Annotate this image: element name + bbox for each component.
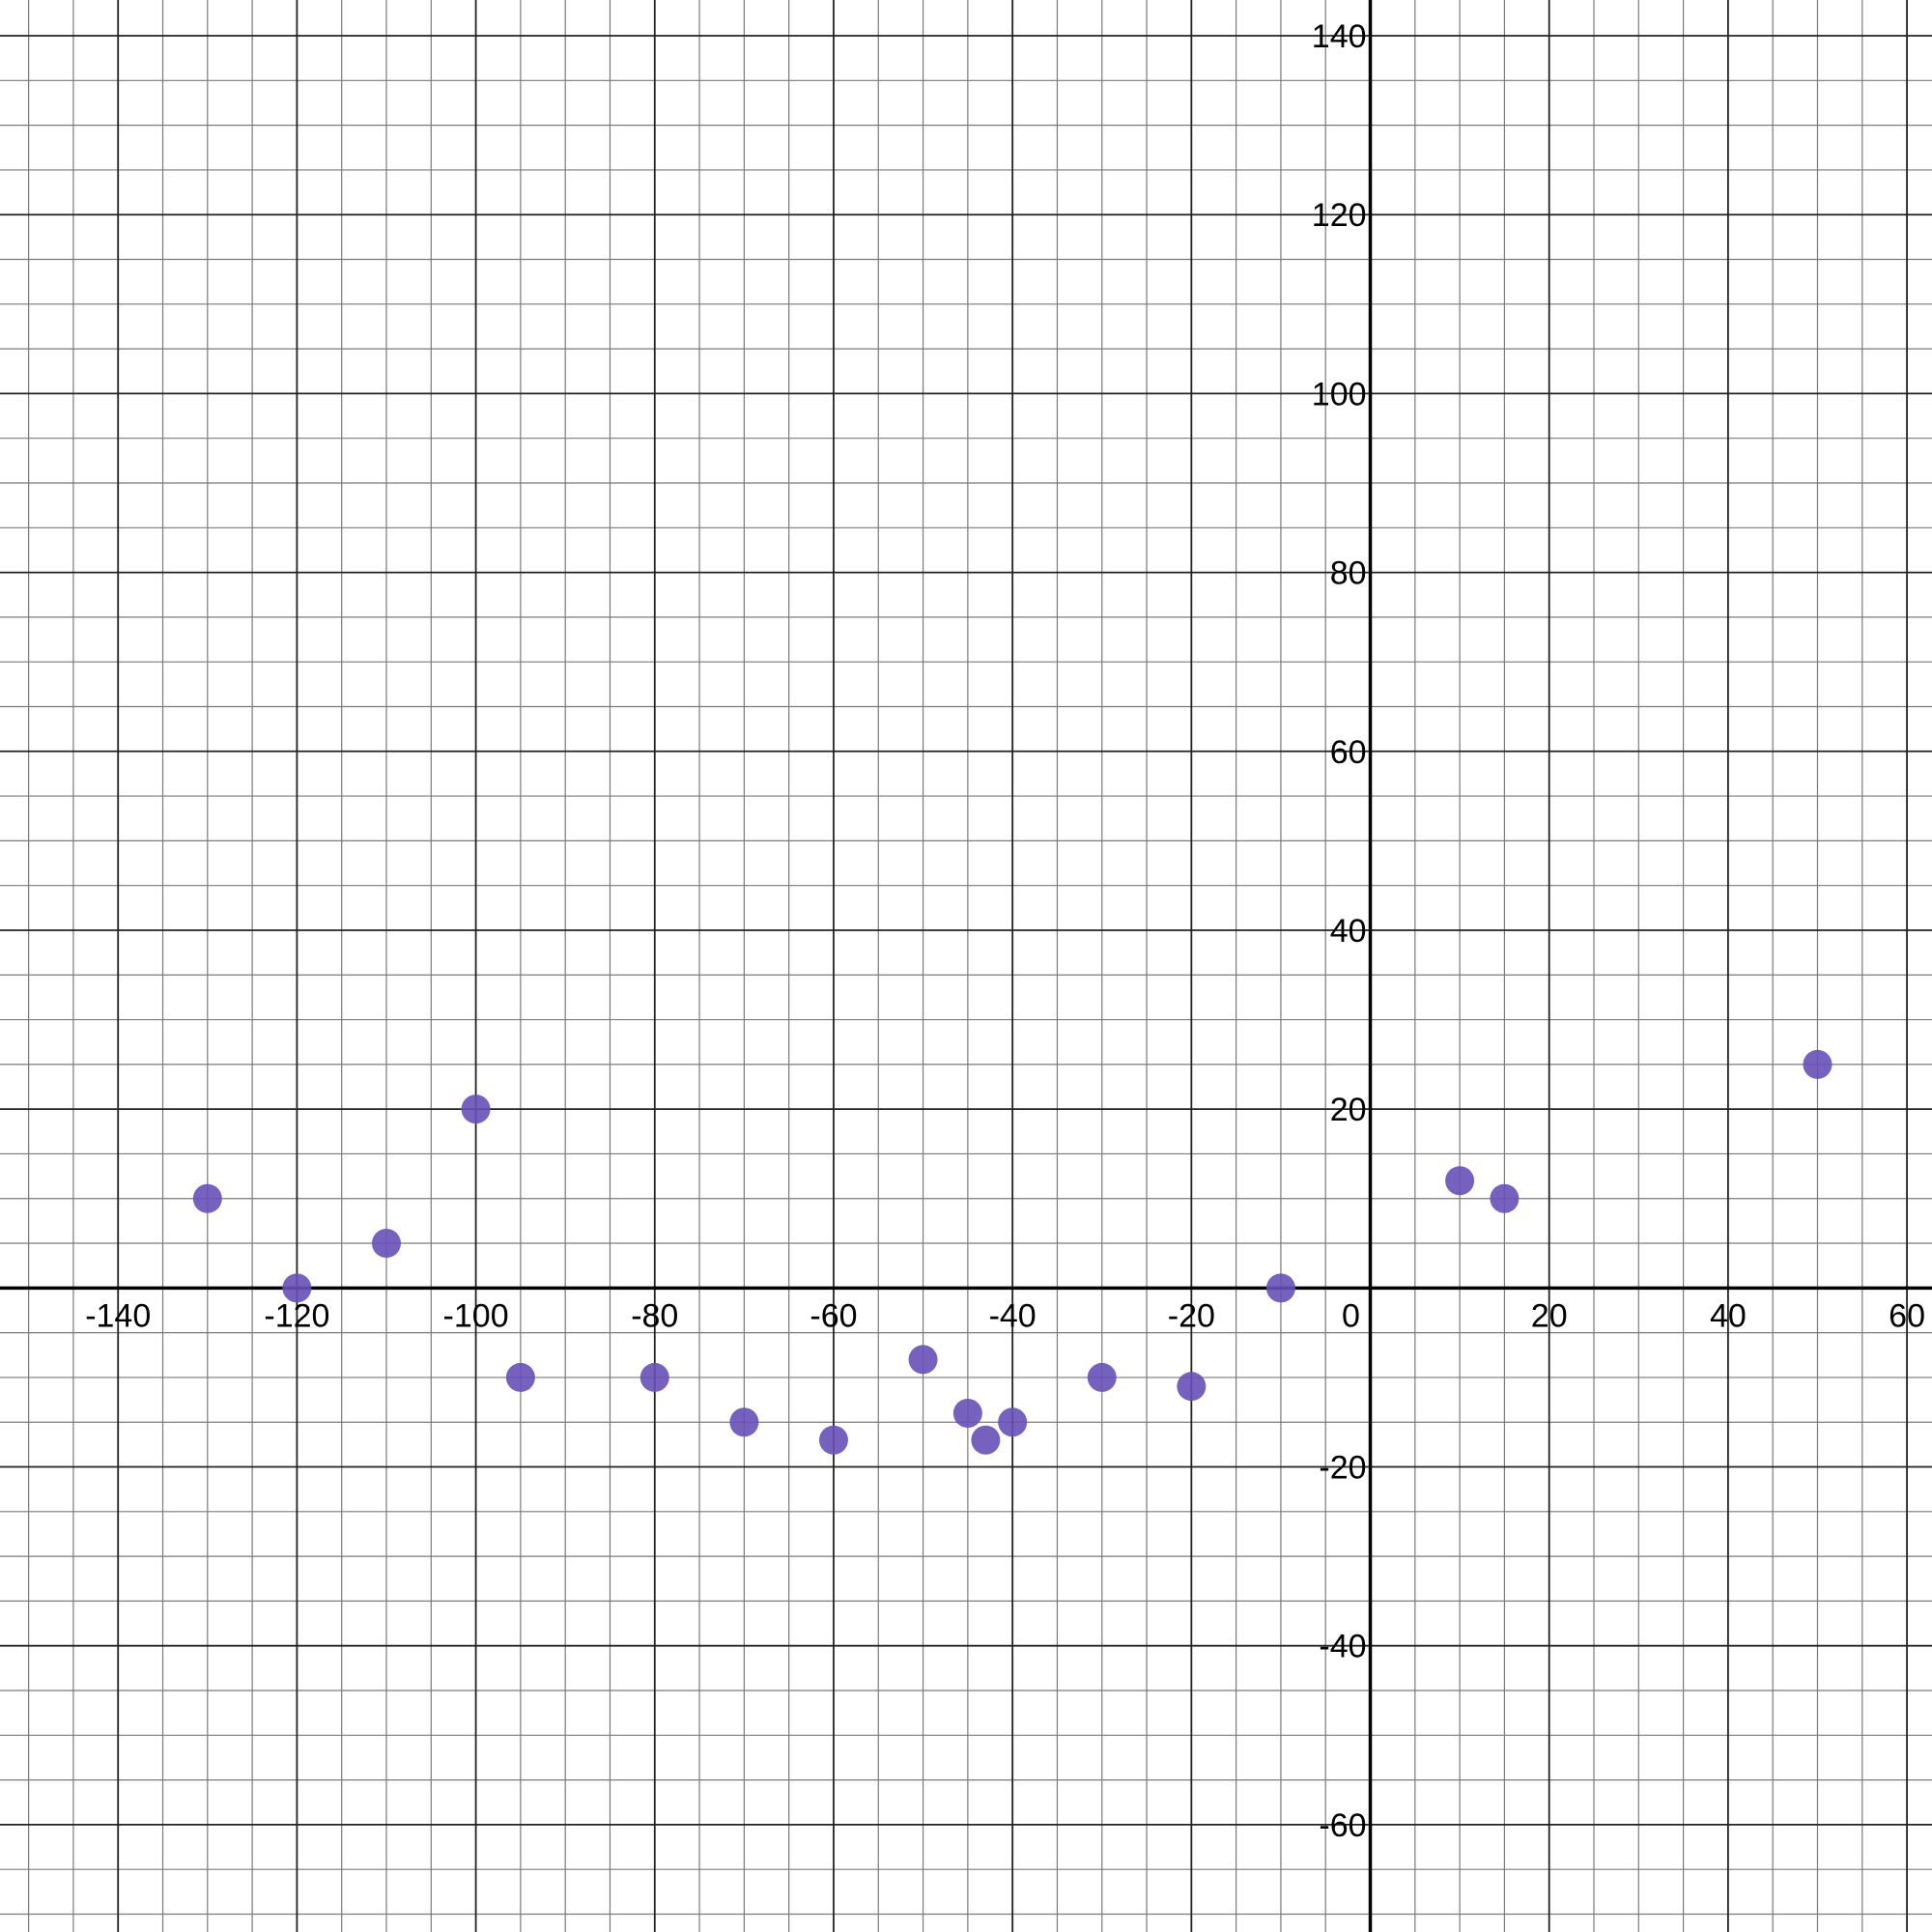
x-tick-label: 0 — [1342, 1297, 1360, 1334]
data-point — [998, 1407, 1028, 1437]
x-tick-label: -120 — [264, 1297, 329, 1334]
data-point — [729, 1407, 759, 1437]
data-point — [908, 1345, 938, 1375]
data-point — [282, 1273, 312, 1303]
data-point — [1803, 1049, 1833, 1079]
y-tick-label: 120 — [1312, 197, 1367, 234]
x-tick-label: -40 — [989, 1297, 1037, 1334]
data-point — [505, 1362, 535, 1392]
x-tick-label: 60 — [1889, 1297, 1925, 1334]
y-tick-label: 80 — [1330, 555, 1367, 592]
x-tick-label: -20 — [1168, 1297, 1215, 1334]
x-tick-label: -140 — [85, 1297, 151, 1334]
data-point — [1490, 1183, 1520, 1213]
data-point — [1265, 1273, 1295, 1303]
y-tick-label: -40 — [1319, 1629, 1366, 1665]
x-tick-label: -100 — [443, 1297, 509, 1334]
y-tick-label: -20 — [1319, 1450, 1366, 1487]
data-points — [192, 1049, 1833, 1455]
data-point — [192, 1183, 222, 1213]
y-tick-label: 100 — [1312, 376, 1367, 412]
y-tick-label: 140 — [1312, 18, 1367, 55]
data-point — [952, 1398, 982, 1428]
data-point — [1445, 1166, 1475, 1196]
data-point — [1087, 1362, 1117, 1392]
data-point — [461, 1094, 491, 1124]
data-point — [818, 1425, 848, 1455]
x-tick-label: 20 — [1531, 1297, 1568, 1334]
x-tick-label: -80 — [631, 1297, 678, 1334]
y-tick-label: 60 — [1330, 734, 1367, 771]
y-tick-label: 40 — [1330, 913, 1367, 950]
data-point — [1177, 1372, 1207, 1402]
y-tick-label: -60 — [1319, 1807, 1366, 1844]
x-tick-label: -60 — [810, 1297, 857, 1334]
data-point — [372, 1229, 401, 1259]
data-point — [971, 1425, 1001, 1455]
y-tick-label: 20 — [1330, 1092, 1367, 1128]
x-tick-label: 40 — [1710, 1297, 1747, 1334]
data-point — [639, 1362, 669, 1392]
tick-labels: -140 -120 -100 -80 -60 -40 -20 0 20 40 60 140 120 100… — [85, 18, 1925, 1844]
